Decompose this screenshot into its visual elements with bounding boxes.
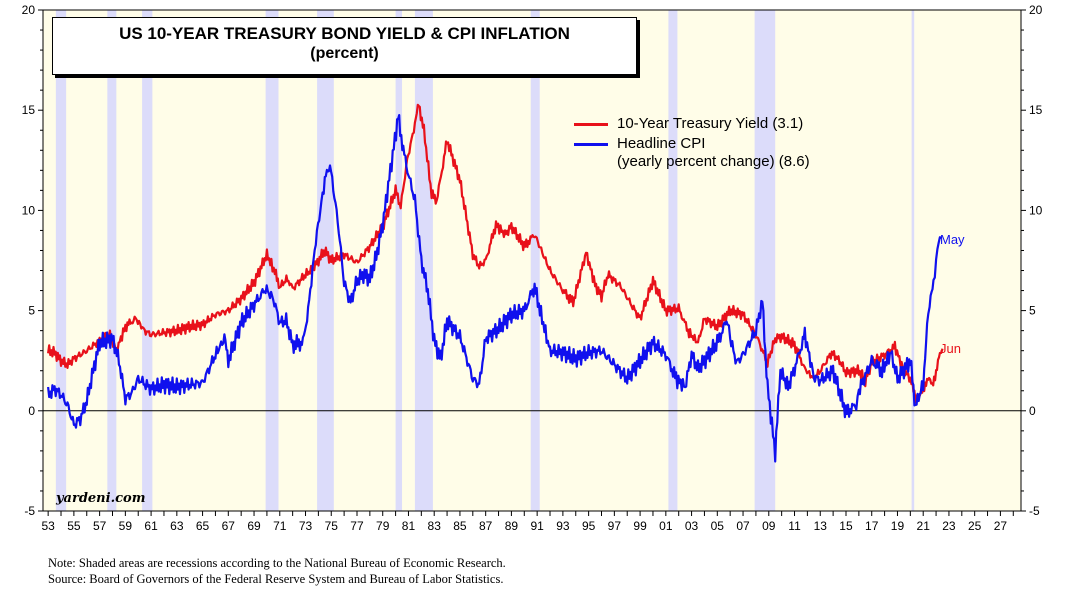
x-tick-label: 13 (814, 519, 828, 533)
chart-title: US 10-YEAR TREASURY BOND YIELD & CPI INF… (119, 24, 570, 43)
y-tick-label-right: 20 (1029, 3, 1043, 17)
x-tick-label: 63 (170, 519, 184, 533)
cpi-end-label: May (940, 232, 965, 247)
x-tick-label: 55 (67, 519, 81, 533)
recession-band (142, 10, 153, 511)
x-tick-label: 27 (994, 519, 1008, 533)
x-tick-label: 85 (453, 519, 467, 533)
series-lines (47, 103, 944, 463)
x-tick-label: 67 (222, 519, 236, 533)
legend-swatch-yield (574, 123, 608, 126)
x-tick-label: 61 (144, 519, 158, 533)
y-tick-label-right: 15 (1029, 103, 1043, 117)
x-tick-label: 23 (942, 519, 956, 533)
x-tick-label: 09 (762, 519, 776, 533)
y-tick-label-right: 0 (1029, 404, 1036, 418)
x-tick-label: 59 (119, 519, 133, 533)
x-tick-label: 77 (350, 519, 364, 533)
x-tick-label: 81 (402, 519, 416, 533)
x-tick-label: 75 (325, 519, 339, 533)
plot-frame (42, 9, 1022, 512)
y-tick-label-left: -5 (24, 504, 35, 518)
x-tick-label: 73 (299, 519, 313, 533)
legend-label-cpi: Headline CPI (617, 135, 706, 152)
recession-band (55, 10, 67, 511)
watermark: yardeni.com (56, 491, 146, 506)
y-tick-label-right: -5 (1029, 504, 1040, 518)
y-tick-label-left: 15 (22, 103, 36, 117)
yield-series-line (47, 103, 944, 404)
y-tick-label-right: 10 (1029, 203, 1043, 217)
x-tick-label: 07 (736, 519, 750, 533)
x-tick-label: 21 (917, 519, 931, 533)
x-tick-label: 01 (659, 519, 673, 533)
x-tick-label: 99 (633, 519, 647, 533)
recession-band (317, 10, 334, 511)
y-tick-label-left: 10 (22, 203, 36, 217)
y-tick-label-left: 20 (22, 3, 36, 17)
legend-item-yield: 10-Year Treasury Yield (3.1) (574, 115, 810, 135)
y-tick-label-left: 5 (28, 304, 35, 318)
recession-band (754, 10, 776, 511)
legend-label-yield: 10-Year Treasury Yield (3.1) (617, 115, 804, 132)
x-tick-label: 11 (788, 519, 801, 533)
x-tick-label: 25 (968, 519, 982, 533)
x-tick-label: 05 (711, 519, 725, 533)
x-tick-label: 15 (839, 519, 853, 533)
x-tick-label: 65 (196, 519, 210, 533)
recession-band (668, 10, 678, 511)
recession-band (414, 10, 433, 511)
x-tick-label: 89 (505, 519, 519, 533)
x-tick-label: 93 (556, 519, 570, 533)
x-tick-label: 17 (865, 519, 879, 533)
y-tick-label-left: 0 (28, 404, 35, 418)
recession-band (911, 10, 915, 511)
x-tick-label: 95 (582, 519, 596, 533)
x-tick-label: 79 (376, 519, 390, 533)
recession-band (395, 10, 403, 511)
chart-legend: 10-Year Treasury Yield (3.1) Headline CP… (574, 115, 810, 170)
x-tick-label: 91 (530, 519, 544, 533)
x-tick-label: 97 (608, 519, 622, 533)
legend-swatch-cpi (574, 143, 608, 146)
x-tick-label: 57 (93, 519, 107, 533)
x-tick-label: 87 (479, 519, 493, 533)
footnote-note: Note: Shaded areas are recessions accord… (48, 556, 506, 570)
legend-label-cpi-note: (yearly percent change) (8.6) (617, 153, 810, 170)
x-tick-label: 71 (273, 519, 287, 533)
cpi-series-line (47, 114, 942, 463)
recession-band (530, 10, 540, 511)
x-tick-label: 03 (685, 519, 699, 533)
x-tick-label: 69 (247, 519, 261, 533)
x-tick-label: 83 (428, 519, 442, 533)
x-tick-label: 19 (891, 519, 905, 533)
recession-bands (55, 10, 915, 511)
legend-item-cpi: Headline CPI (574, 135, 810, 155)
x-tick-label: 53 (41, 519, 55, 533)
chart-subtitle: (percent) (310, 45, 379, 62)
recession-band (107, 10, 117, 511)
footnote-source: Source: Board of Governors of the Federa… (48, 572, 504, 586)
y-tick-label-right: 5 (1029, 304, 1036, 318)
yield-end-label: Jun (940, 341, 961, 356)
chart-title-box: US 10-YEAR TREASURY BOND YIELD & CPI INF… (52, 17, 637, 75)
